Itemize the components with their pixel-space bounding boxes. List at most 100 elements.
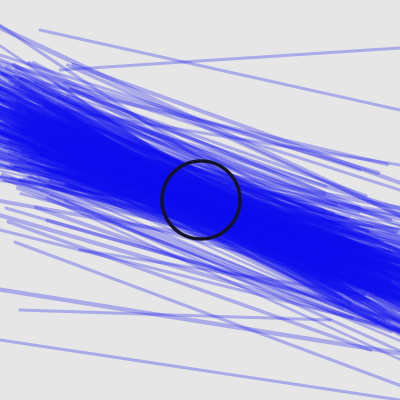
bundle-line bbox=[0, 106, 333, 229]
bundle-line bbox=[0, 127, 324, 226]
bundle-line bbox=[68, 140, 339, 258]
bundle-line bbox=[37, 154, 400, 275]
bundle-line bbox=[4, 65, 400, 287]
bundle-line bbox=[42, 185, 328, 258]
bundle-line bbox=[0, 148, 400, 265]
bundle-line bbox=[0, 109, 400, 334]
straggler-line bbox=[0, 228, 400, 332]
bundle-line bbox=[48, 169, 400, 275]
bundle-line bbox=[0, 111, 324, 252]
bundle-line bbox=[57, 115, 400, 309]
bundle-line bbox=[46, 165, 335, 273]
bundle-line bbox=[0, 104, 400, 287]
bundle-line bbox=[0, 111, 400, 281]
bundle-line bbox=[40, 165, 400, 314]
bundle-line bbox=[54, 139, 400, 280]
bundle-line bbox=[15, 135, 358, 269]
bundle-line bbox=[77, 174, 371, 250]
bundle-line bbox=[28, 142, 364, 281]
bundle-line bbox=[0, 115, 340, 299]
bundle-line bbox=[43, 169, 362, 288]
bundle-line bbox=[9, 162, 400, 258]
bundle-line bbox=[0, 44, 400, 318]
bundle-line bbox=[75, 125, 350, 272]
bundle-line bbox=[74, 133, 400, 323]
bundle-line bbox=[0, 96, 334, 258]
bundle-line bbox=[0, 169, 393, 268]
bundle-line bbox=[7, 140, 373, 268]
bundle-line bbox=[0, 287, 400, 356]
bundle-line bbox=[0, 75, 352, 261]
bundle-line bbox=[67, 140, 374, 318]
bundle-line bbox=[59, 168, 400, 262]
bundle-line bbox=[41, 119, 400, 274]
straggler-line bbox=[0, 53, 362, 172]
bundle-line bbox=[2, 179, 400, 284]
bundle-line bbox=[0, 179, 400, 231]
bundle-line bbox=[50, 138, 400, 299]
bundle-line bbox=[62, 147, 400, 244]
bundle-line bbox=[72, 160, 400, 217]
bundle-line bbox=[34, 205, 393, 334]
bundle-line bbox=[0, 80, 388, 263]
bundle-line bbox=[56, 95, 324, 252]
bundle-line bbox=[32, 60, 400, 260]
bundle-line bbox=[13, 74, 328, 188]
bundle-line bbox=[69, 152, 400, 266]
bundle-line bbox=[0, 162, 378, 326]
bundle-line bbox=[47, 153, 400, 271]
bundle-line bbox=[40, 125, 384, 276]
bundle-line bbox=[18, 134, 331, 248]
bundle-line bbox=[17, 78, 338, 207]
bundle-line bbox=[55, 166, 400, 303]
bundle-line bbox=[0, 101, 333, 257]
bundle-line bbox=[35, 134, 400, 282]
bundle-line bbox=[0, 85, 393, 222]
bundle-line bbox=[0, 121, 336, 216]
bundle-line bbox=[0, 70, 400, 324]
bundle-line bbox=[43, 129, 331, 263]
bundle-line bbox=[9, 176, 400, 343]
bundle-line bbox=[52, 126, 353, 306]
bundle-line bbox=[47, 139, 400, 288]
bundle-line bbox=[0, 123, 338, 229]
bundle-line bbox=[0, 132, 400, 243]
bundle-line bbox=[6, 109, 400, 309]
bundle-line bbox=[18, 144, 372, 272]
bundle-line bbox=[0, 98, 400, 332]
bundle-line bbox=[40, 151, 347, 242]
bundle-line bbox=[41, 105, 400, 254]
bundle-line bbox=[61, 170, 400, 256]
bundle-line bbox=[12, 126, 400, 283]
bundle-line bbox=[19, 126, 400, 307]
bundle-line bbox=[27, 114, 346, 220]
bundle-line bbox=[67, 183, 367, 279]
bundle-line bbox=[61, 152, 400, 232]
bundle-line bbox=[0, 78, 360, 291]
bundle-line bbox=[64, 125, 327, 255]
bundle-line bbox=[13, 119, 363, 252]
bundle-line bbox=[26, 110, 400, 239]
bundle-line bbox=[0, 23, 400, 294]
bundle-line bbox=[64, 165, 356, 244]
bundle-line bbox=[0, 97, 379, 260]
bundle-line bbox=[9, 129, 400, 218]
bundle-line bbox=[19, 84, 400, 297]
bundle-line bbox=[0, 129, 400, 275]
center-ring-marker[interactable] bbox=[160, 159, 242, 241]
bundle-line bbox=[0, 108, 400, 304]
bundle-line bbox=[16, 96, 400, 286]
bundle-line bbox=[0, 80, 400, 299]
bundle-line bbox=[0, 175, 354, 319]
bundle-line bbox=[41, 132, 400, 282]
bundle-line bbox=[42, 152, 326, 273]
bundle-line bbox=[0, 130, 400, 296]
bundle-line bbox=[0, 105, 358, 268]
bundle-line bbox=[0, 199, 357, 266]
bundle-line bbox=[35, 128, 359, 296]
bundle-line bbox=[22, 130, 400, 227]
bundle-line bbox=[0, 70, 400, 291]
bundle-line bbox=[0, 157, 400, 247]
bundle-line bbox=[6, 92, 333, 245]
bundle-line bbox=[44, 151, 400, 289]
